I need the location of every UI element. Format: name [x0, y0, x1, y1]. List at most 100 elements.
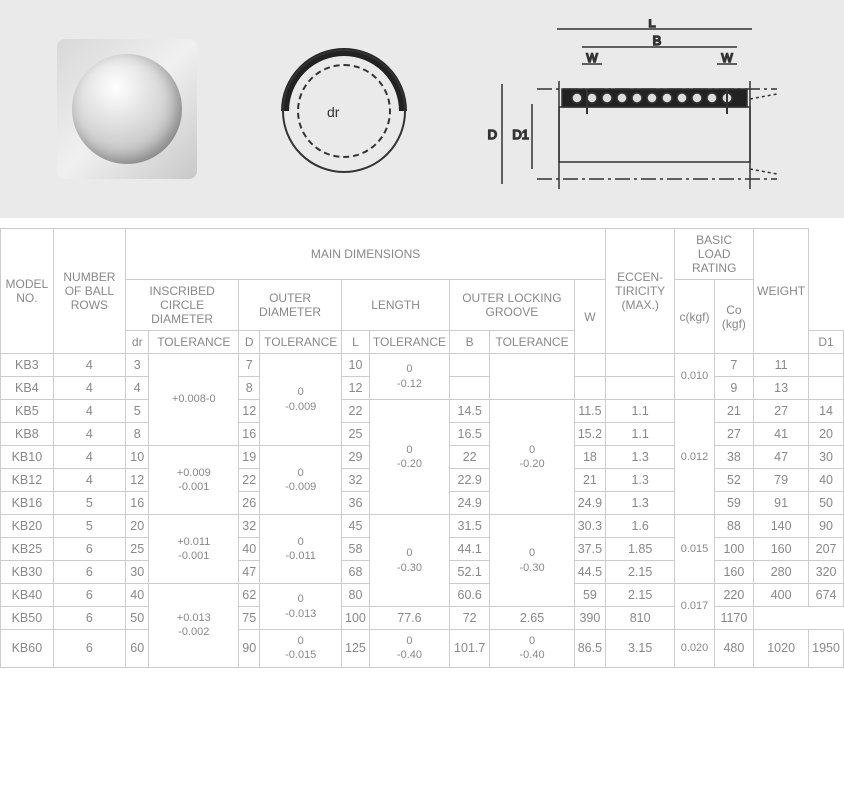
cell: 45 — [342, 515, 370, 538]
col-tol3: TOLERANCE — [369, 331, 449, 354]
cell: 38 — [714, 446, 753, 469]
cell: 100 — [342, 607, 370, 630]
cell: 0-0.30 — [369, 515, 449, 607]
cell: 4 — [53, 377, 125, 400]
cell: 0.010 — [675, 354, 714, 400]
cell: 4 — [53, 469, 125, 492]
cell: 125 — [342, 630, 370, 668]
cell: 6 — [53, 607, 125, 630]
cell: 400 — [754, 584, 809, 607]
cell: 58 — [342, 538, 370, 561]
cell: KB3 — [1, 354, 54, 377]
cell: 207 — [809, 538, 844, 561]
cell: 88 — [714, 515, 753, 538]
cell: 5 — [53, 515, 125, 538]
cell: 20 — [126, 515, 149, 538]
cell: 320 — [809, 561, 844, 584]
cell: KB8 — [1, 423, 54, 446]
cell: 52 — [714, 469, 753, 492]
cell: 50 — [126, 607, 149, 630]
cell: 22 — [239, 469, 260, 492]
cell: 101.7 — [450, 630, 490, 668]
cell: 0-0.30 — [490, 515, 574, 607]
cell: 36 — [342, 492, 370, 515]
cell — [809, 354, 844, 377]
col-olg: OUTER LOCKING GROOVE — [450, 280, 575, 331]
cell — [450, 354, 490, 377]
cell: 390 — [574, 607, 605, 630]
cell: 160 — [714, 561, 753, 584]
cell: 14 — [809, 400, 844, 423]
side-view-diagram: L B W W D D1 — [487, 19, 787, 199]
cell: 62 — [239, 584, 260, 607]
col-ballrows: NUMBER OF BALL ROWS — [53, 229, 125, 354]
table-row: KB60660900-0.0151250-0.40101.70-0.4086.5… — [1, 630, 844, 668]
cell: 44.5 — [574, 561, 605, 584]
cell: 11 — [754, 354, 809, 377]
cell: 1.3 — [606, 469, 675, 492]
cell: 14.5 — [450, 400, 490, 423]
cell: 0-0.12 — [369, 354, 449, 400]
cell: 27 — [754, 400, 809, 423]
cell: 3 — [126, 354, 149, 377]
cell: KB40 — [1, 584, 54, 607]
cell: 4 — [53, 400, 125, 423]
cell: 37.5 — [574, 538, 605, 561]
cell: 40 — [239, 538, 260, 561]
cell: 32 — [239, 515, 260, 538]
cell: KB4 — [1, 377, 54, 400]
cell: 22.9 — [450, 469, 490, 492]
cell: 75 — [239, 607, 260, 630]
col-len: LENGTH — [342, 280, 450, 331]
cell: 6 — [53, 630, 125, 668]
cell — [606, 354, 675, 377]
cell: 59 — [714, 492, 753, 515]
cell: 160 — [754, 538, 809, 561]
cell: 91 — [754, 492, 809, 515]
cell: 280 — [754, 561, 809, 584]
cell: 674 — [809, 584, 844, 607]
cell: 1.1 — [606, 400, 675, 423]
cell: 90 — [239, 630, 260, 668]
cell: 8 — [126, 423, 149, 446]
cell: 480 — [714, 630, 753, 668]
cell: +0.009-0.001 — [149, 446, 239, 515]
table-row: KB54512220-0.2014.50-0.2011.51.10.012212… — [1, 400, 844, 423]
cell: 0-0.015 — [260, 630, 342, 668]
cell: 6 — [53, 561, 125, 584]
dim-W1: W — [586, 51, 598, 65]
dim-W2: W — [721, 51, 733, 65]
cell: 8 — [239, 377, 260, 400]
cell: 77.6 — [369, 607, 449, 630]
cell: 30 — [126, 561, 149, 584]
table-row: KB20520+0.011-0.001320-0.011450-0.3031.5… — [1, 515, 844, 538]
cell: 22 — [450, 446, 490, 469]
col-B: B — [450, 331, 490, 354]
dim-L: L — [648, 19, 655, 30]
cell: 0-0.009 — [260, 354, 342, 446]
cell: 24.9 — [574, 492, 605, 515]
cell: 27 — [714, 423, 753, 446]
cell: 41 — [754, 423, 809, 446]
cell: 31.5 — [450, 515, 490, 538]
cell: 5 — [53, 492, 125, 515]
cell: 47 — [754, 446, 809, 469]
cell: 24.9 — [450, 492, 490, 515]
cell: 15.2 — [574, 423, 605, 446]
dim-D1: D1 — [512, 127, 529, 142]
table-row: KB343+0.008-070-0.009100-0.120.010711 — [1, 354, 844, 377]
cell: 6 — [53, 538, 125, 561]
cell: 220 — [714, 584, 753, 607]
cell: 1020 — [754, 630, 809, 668]
col-od: OUTER DIAMETER — [239, 280, 342, 331]
cell — [490, 354, 574, 400]
cell: 2.65 — [490, 607, 574, 630]
diagram-area: dr L B W W D D1 — [0, 0, 844, 218]
cell: 25 — [342, 423, 370, 446]
cell: KB25 — [1, 538, 54, 561]
cell: 4 — [126, 377, 149, 400]
col-c: c(kgf) — [675, 280, 714, 354]
cell: 29 — [342, 446, 370, 469]
cell: +0.011-0.001 — [149, 515, 239, 584]
col-model: MODEL NO. — [1, 229, 54, 354]
